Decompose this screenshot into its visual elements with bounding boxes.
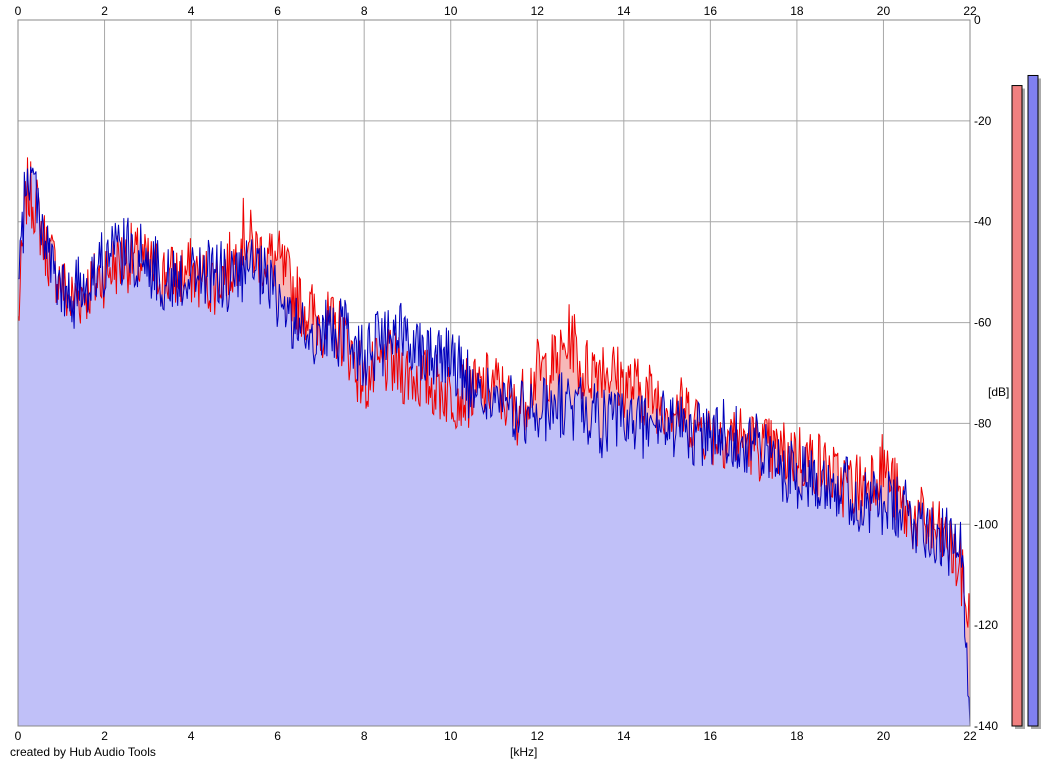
plot-border [17, 19, 971, 727]
x-tick-label-top: 22 [963, 4, 977, 18]
y-tick-label: 0 [974, 13, 981, 27]
x-tick-label-bottom: 2 [101, 729, 108, 743]
x-tick-label-top: 6 [274, 4, 281, 18]
y-tick-label: -60 [974, 316, 992, 330]
x-tick-label-top: 20 [877, 4, 891, 18]
x-tick-label-bottom: 18 [790, 729, 804, 743]
x-tick-label-top: 10 [444, 4, 458, 18]
y-tick-label: -140 [974, 719, 998, 733]
x-tick-label-top: 2 [101, 4, 108, 18]
series-area-blue [18, 166, 970, 726]
x-tick-label-top: 14 [617, 4, 631, 18]
chart-tick-labels: 002244668810101212141416161818202022220-… [15, 4, 999, 743]
chart-series-lines [17, 157, 971, 727]
x-tick-label-top: 4 [188, 4, 195, 18]
x-tick-label-bottom: 16 [704, 729, 718, 743]
y-tick-label: -80 [974, 416, 992, 430]
chart-area-fills [18, 157, 970, 726]
x-tick-label-bottom: 4 [188, 729, 195, 743]
x-axis-label: [kHz] [510, 745, 537, 759]
y-axis-label: [dB] [988, 385, 1009, 399]
x-tick-label-top: 8 [361, 4, 368, 18]
y-tick-label: -100 [974, 517, 998, 531]
x-tick-label-top: 12 [531, 4, 545, 18]
chart-frame [17, 19, 971, 727]
x-tick-label-bottom: 12 [531, 729, 545, 743]
y-tick-label: -120 [974, 618, 998, 632]
y-tick-label: -20 [974, 114, 992, 128]
x-tick-label-bottom: 20 [877, 729, 891, 743]
x-tick-label-top: 0 [15, 4, 22, 18]
level-meter-bar [1011, 85, 1023, 727]
x-tick-label-top: 18 [790, 4, 804, 18]
x-tick-label-bottom: 0 [15, 729, 22, 743]
credit-text: created by Hub Audio Tools [10, 745, 156, 759]
x-tick-label-bottom: 6 [274, 729, 281, 743]
y-tick-label: -40 [974, 215, 992, 229]
x-tick-label-bottom: 10 [444, 729, 458, 743]
x-tick-label-top: 16 [704, 4, 718, 18]
x-tick-label-bottom: 22 [963, 729, 977, 743]
level-meter-bar [1027, 74, 1039, 727]
x-tick-label-bottom: 8 [361, 729, 368, 743]
level-meters [1011, 74, 1041, 730]
x-tick-label-bottom: 14 [617, 729, 631, 743]
series-line-blue [17, 166, 971, 727]
